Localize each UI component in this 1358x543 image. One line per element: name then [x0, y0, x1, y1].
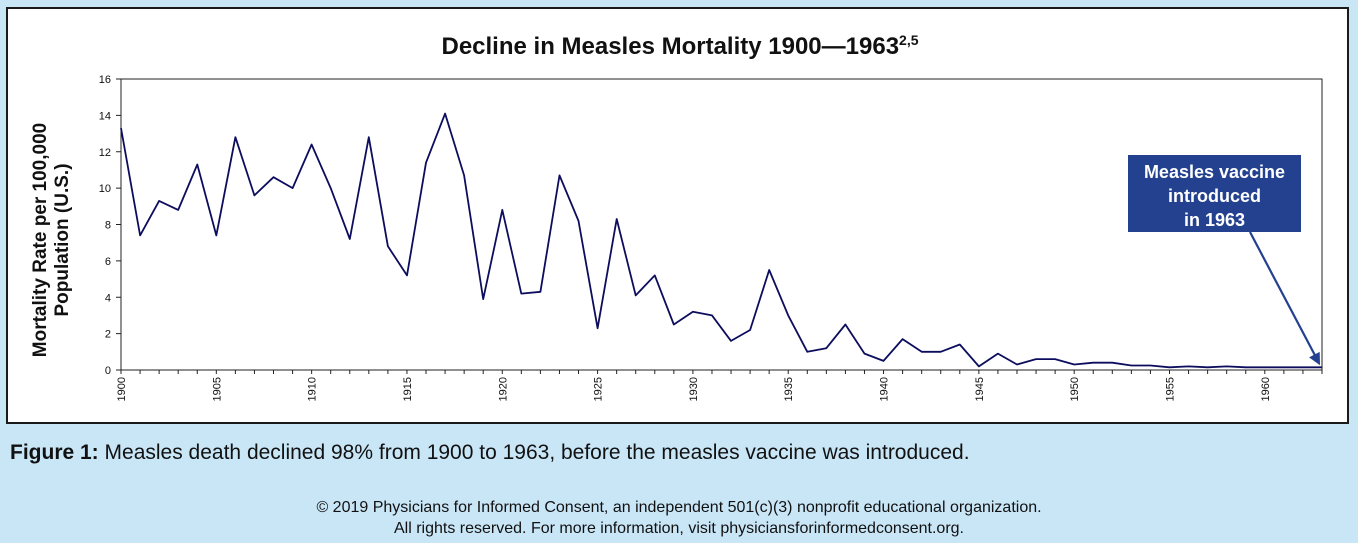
vaccine-annotation-box — [1128, 155, 1301, 232]
measles-mortality-chart: Decline in Measles Mortality 1900—19632,… — [30, 32, 1323, 401]
vaccine-annotation-arrow — [1249, 231, 1317, 358]
x-tick-label: 1925 — [593, 377, 605, 401]
vaccine-annotation-text: introduced — [1168, 186, 1261, 206]
x-tick-label: 1910 — [307, 377, 319, 401]
vaccine-annotation-text: in 1963 — [1184, 210, 1245, 230]
y-tick-label: 2 — [105, 329, 111, 341]
x-tick-label: 1940 — [879, 377, 891, 401]
y-axis-label-line2: Population (U.S.) — [52, 163, 73, 316]
y-tick-label: 6 — [105, 256, 111, 268]
x-tick-label: 1960 — [1260, 377, 1272, 401]
y-tick-label: 4 — [105, 292, 111, 304]
copyright-notice: © 2019 Physicians for Informed Consent, … — [0, 497, 1358, 539]
x-tick-label: 1945 — [974, 377, 986, 401]
chart-title: Decline in Measles Mortality 1900—19632,… — [441, 32, 918, 60]
y-tick-label: 0 — [105, 365, 111, 377]
vaccine-annotation-text: Measles vaccine — [1144, 162, 1285, 182]
chart-title-superscript: 2,5 — [899, 32, 919, 48]
x-tick-label: 1915 — [402, 377, 414, 401]
y-axis-label-line1: Mortality Rate per 100,000 — [30, 123, 51, 357]
copyright-line1: © 2019 Physicians for Informed Consent, … — [316, 499, 1042, 516]
caption-label: Figure 1: — [10, 441, 99, 464]
mortality-series-line — [120, 112, 1322, 369]
x-tick-label: 1950 — [1069, 377, 1081, 401]
y-axis-label: Mortality Rate per 100,000 Population (U… — [30, 123, 73, 357]
y-tick-label: 16 — [99, 74, 111, 86]
chart-container: Decline in Measles Mortality 1900—19632,… — [6, 7, 1349, 424]
y-tick-label: 8 — [105, 220, 111, 232]
x-tick-label: 1920 — [497, 377, 509, 401]
x-tick-label: 1905 — [211, 377, 223, 401]
vaccine-annotation-arrowhead — [1309, 351, 1320, 366]
copyright-line2: All rights reserved. For more informatio… — [394, 520, 964, 537]
x-tick-label: 1935 — [783, 377, 795, 401]
y-tick-label: 10 — [99, 183, 111, 195]
x-tick-label: 1900 — [116, 377, 128, 401]
plot-area: 0 2 4 6 8 10 12 14 16 1900 1905 1910 1915 1920 1925 193… — [99, 74, 1323, 401]
y-tick-label: 12 — [99, 147, 111, 159]
x-tick-label: 1930 — [688, 377, 700, 401]
x-tick-label: 1955 — [1164, 377, 1176, 401]
chart-title-text: Decline in Measles Mortality 1900—1963 — [441, 33, 899, 60]
figure-caption: Figure 1: Measles death declined 98% fro… — [10, 441, 970, 465]
y-tick-label: 14 — [99, 110, 111, 122]
caption-text: Measles death declined 98% from 1900 to … — [98, 441, 970, 464]
